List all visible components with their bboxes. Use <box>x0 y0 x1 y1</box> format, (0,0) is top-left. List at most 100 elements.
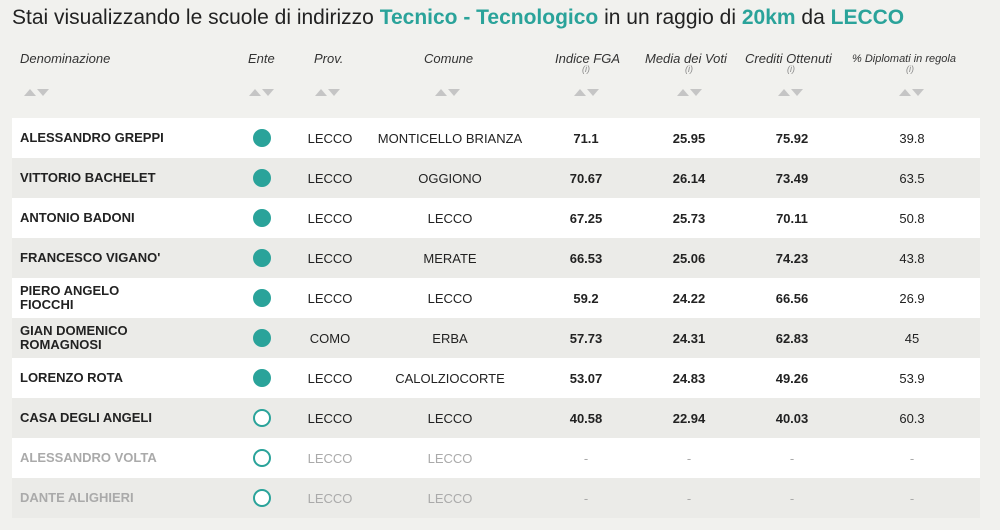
crediti-value: - <box>789 450 795 466</box>
sort-crediti-icon[interactable] <box>776 87 806 97</box>
indice-fga-value: 70.67 <box>569 170 603 186</box>
sort-media-voti-icon[interactable] <box>675 87 705 97</box>
ente-filled-icon <box>253 289 271 307</box>
table-row[interactable]: ALESSANDRO GREPPI LECCO MONTICELLO BRIANZA… <box>12 118 980 158</box>
crediti-value: 40.03 <box>775 410 809 426</box>
sort-denominazione-icon[interactable] <box>22 87 52 97</box>
comune: LECCO <box>427 410 473 426</box>
ente-filled-icon <box>253 209 271 227</box>
diplomati-value: 39.8 <box>899 130 925 146</box>
col-indice-fga-label: Indice FGA <box>555 51 621 66</box>
table-header: Denominazione Ente Prov. Comune Indice F… <box>0 50 1000 110</box>
province: LECCO <box>307 370 353 386</box>
media-voti-value: 25.06 <box>672 250 706 266</box>
school-name: CASA DEGLI ANGELI <box>20 410 152 425</box>
title-raggio: 20km <box>741 6 796 29</box>
school-name: DANTE ALIGHIERI <box>20 490 134 505</box>
province: LECCO <box>307 250 353 266</box>
media-voti-value: 24.22 <box>672 290 706 306</box>
sort-prov-icon[interactable] <box>313 87 343 97</box>
ente-filled-icon <box>253 169 271 187</box>
indice-fga-value: 53.07 <box>569 370 603 386</box>
comune: LECCO <box>427 450 473 466</box>
province: LECCO <box>307 490 353 506</box>
col-indice-fga: Indice FGA (i) <box>550 50 630 110</box>
title-da: da <box>795 6 831 29</box>
school-name: FRANCESCO VIGANO' <box>20 250 161 265</box>
ente-filled-icon <box>253 329 271 347</box>
media-voti-value: 26.14 <box>672 170 706 186</box>
school-name: ALESSANDRO VOLTA <box>20 450 157 465</box>
ente-empty-icon <box>253 449 271 467</box>
crediti-value: 66.56 <box>775 290 809 306</box>
table-row[interactable]: DANTE ALIGHIERI LECCO LECCO - - - - <box>12 478 980 518</box>
ente-indicator <box>240 238 284 278</box>
ente-indicator <box>240 438 284 478</box>
sort-indice-fga-icon[interactable] <box>572 87 602 97</box>
col-diplomati: % Diplomati in regola (i) <box>852 50 982 110</box>
comune: ERBA <box>432 330 468 346</box>
crediti-value: 75.92 <box>775 130 809 146</box>
sort-comune-icon[interactable] <box>433 87 463 97</box>
media-voti-value: 25.95 <box>672 130 706 146</box>
school-name: GIAN DOMENICO ROMAGNOSI <box>20 323 128 352</box>
col-ente: Ente <box>240 50 284 110</box>
indice-fga-value: 67.25 <box>569 210 603 226</box>
table-row[interactable]: GIAN DOMENICO ROMAGNOSI COMO ERBA 57.73 24.3… <box>12 318 980 358</box>
title-prefix: Stai visualizzando le scuole di indirizz… <box>12 6 380 29</box>
diplomati-value: 43.8 <box>899 250 925 266</box>
indice-fga-value: - <box>583 450 589 466</box>
comune: MONTICELLO BRIANZA <box>377 130 523 146</box>
diplomati-value: - <box>909 490 915 506</box>
table-row[interactable]: VITTORIO BACHELET LECCO OGGIONO 70.67 26.14 7… <box>12 158 980 198</box>
sort-diplomati-icon[interactable] <box>897 87 927 97</box>
school-name: VITTORIO BACHELET <box>20 170 156 185</box>
table-row[interactable]: ANTONIO BADONI LECCO LECCO 67.25 25.73 70.11 5… <box>12 198 980 238</box>
col-ente-label: Ente <box>248 51 275 66</box>
school-name: ALESSANDRO GREPPI <box>20 130 164 145</box>
table-row[interactable]: FRANCESCO VIGANO' LECCO MERATE 66.53 25.06 74… <box>12 238 980 278</box>
diplomati-value: 53.9 <box>899 370 925 386</box>
ente-indicator <box>240 318 284 358</box>
info-indice-fga-icon[interactable]: (i) <box>582 64 590 74</box>
comune: LECCO <box>427 290 473 306</box>
province: LECCO <box>307 410 353 426</box>
indice-fga-value: 71.1 <box>573 130 599 146</box>
table-row[interactable]: PIERO ANGELO FIOCCHI LECCO LECCO 59.2 24.22 6… <box>12 278 980 318</box>
col-denominazione: Denominazione <box>20 50 160 110</box>
table-row[interactable]: CASA DEGLI ANGELI LECCO LECCO 40.58 22.94 40.… <box>12 398 980 438</box>
province: LECCO <box>307 210 353 226</box>
indice-fga-value: 40.58 <box>569 410 603 426</box>
ente-indicator <box>240 358 284 398</box>
indice-fga-value: 59.2 <box>573 290 599 306</box>
table-row[interactable]: LORENZO ROTA LECCO CALOLZIOCORTE 53.07 24.83… <box>12 358 980 398</box>
crediti-value: 70.11 <box>776 210 808 226</box>
ente-empty-icon <box>253 489 271 507</box>
ente-indicator <box>240 398 284 438</box>
col-comune-label: Comune <box>424 51 474 66</box>
ente-indicator <box>240 198 284 238</box>
comune: MERATE <box>423 250 477 266</box>
media-voti-value: 24.83 <box>672 370 706 386</box>
crediti-value: - <box>789 490 795 506</box>
school-name: ANTONIO BADONI <box>20 210 135 225</box>
col-prov: Prov. <box>310 50 360 110</box>
province: LECCO <box>307 450 353 466</box>
sort-ente-icon[interactable] <box>247 87 277 97</box>
comune: LECCO <box>427 210 473 226</box>
crediti-value: 62.83 <box>775 330 809 346</box>
province: LECCO <box>307 290 353 306</box>
info-diplomati-icon[interactable]: (i) <box>906 64 914 74</box>
table-row[interactable]: ALESSANDRO VOLTA LECCO LECCO - - - - <box>12 438 980 478</box>
crediti-value: 73.49 <box>775 170 809 186</box>
diplomati-value: 45 <box>904 330 920 346</box>
ente-indicator <box>240 118 284 158</box>
comune: LECCO <box>427 490 473 506</box>
info-crediti-icon[interactable]: (i) <box>787 64 795 74</box>
diplomati-value: 63.5 <box>899 170 925 186</box>
indice-fga-value: 57.73 <box>569 330 603 346</box>
ente-indicator <box>240 158 284 198</box>
crediti-value: 49.26 <box>775 370 809 386</box>
info-media-voti-icon[interactable]: (i) <box>685 64 693 74</box>
